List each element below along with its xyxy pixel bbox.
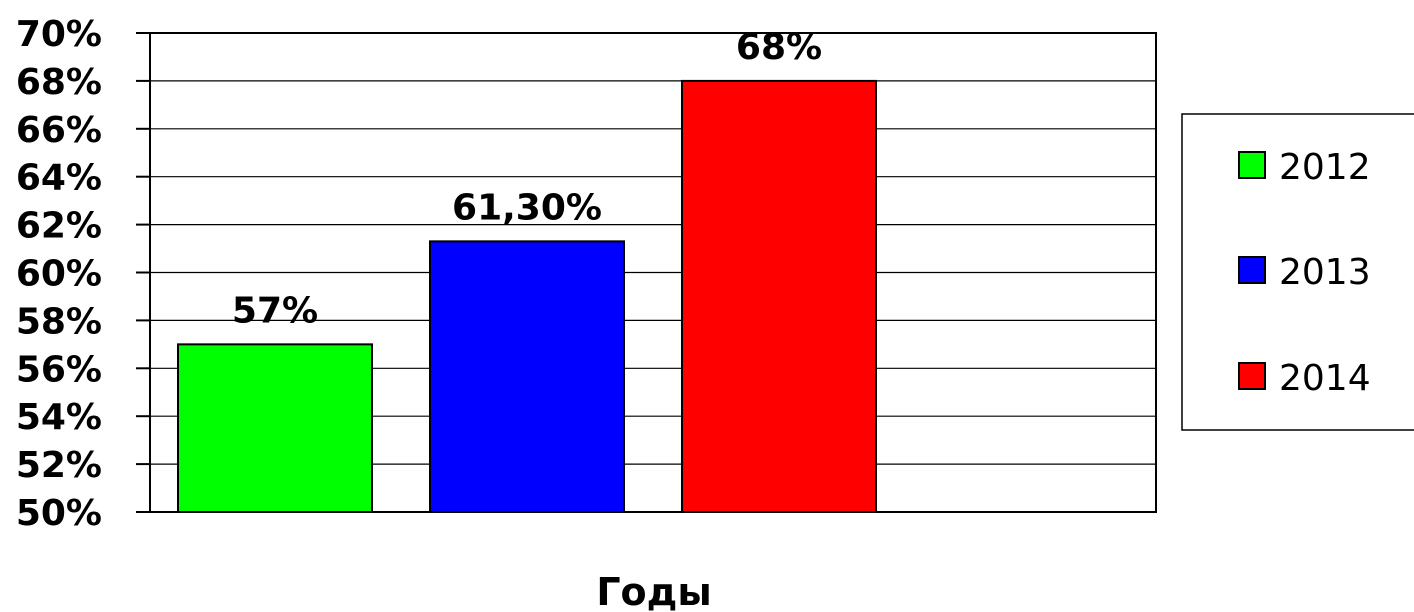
x-axis-title: Годы xyxy=(596,570,711,612)
y-tick-label: 50% xyxy=(16,493,102,534)
legend-label-2013: 2013 xyxy=(1279,252,1371,293)
data-label-2012: 57% xyxy=(232,290,318,331)
legend-label-2012: 2012 xyxy=(1279,147,1371,188)
data-label-2013: 61,30% xyxy=(452,187,602,228)
y-tick-label: 60% xyxy=(16,254,102,295)
bar-2014 xyxy=(681,79,877,514)
y-tick-label: 56% xyxy=(16,349,102,390)
y-axis-ticks: 50% 52% 54% 56% 58% 60% 62% 64% 66% 68% 70% xyxy=(16,14,150,534)
legend-box xyxy=(1181,113,1414,431)
y-tick-label: 62% xyxy=(16,206,102,247)
legend: 2012 2013 2014 xyxy=(1181,113,1414,431)
legend-items: 2012 2013 2014 xyxy=(1238,147,1371,399)
y-tick-label: 68% xyxy=(16,62,102,103)
y-tick-label: 52% xyxy=(16,445,102,486)
legend-swatch-2012 xyxy=(1238,151,1266,179)
y-tick-label: 70% xyxy=(16,14,102,55)
bar-2013 xyxy=(429,240,625,514)
legend-label-2014: 2014 xyxy=(1279,358,1371,399)
legend-swatch-2013 xyxy=(1238,256,1266,284)
bar-2012 xyxy=(177,343,373,513)
legend-swatch-2014 xyxy=(1238,362,1266,390)
data-labels: 57% 61,30% 68% xyxy=(232,27,822,331)
y-tick-label: 66% xyxy=(16,110,102,151)
bars xyxy=(177,79,877,514)
y-tick-label: 58% xyxy=(16,301,102,342)
y-tick-label: 54% xyxy=(16,397,102,438)
y-tick-label: 64% xyxy=(16,158,102,199)
data-label-2014: 68% xyxy=(736,27,822,68)
